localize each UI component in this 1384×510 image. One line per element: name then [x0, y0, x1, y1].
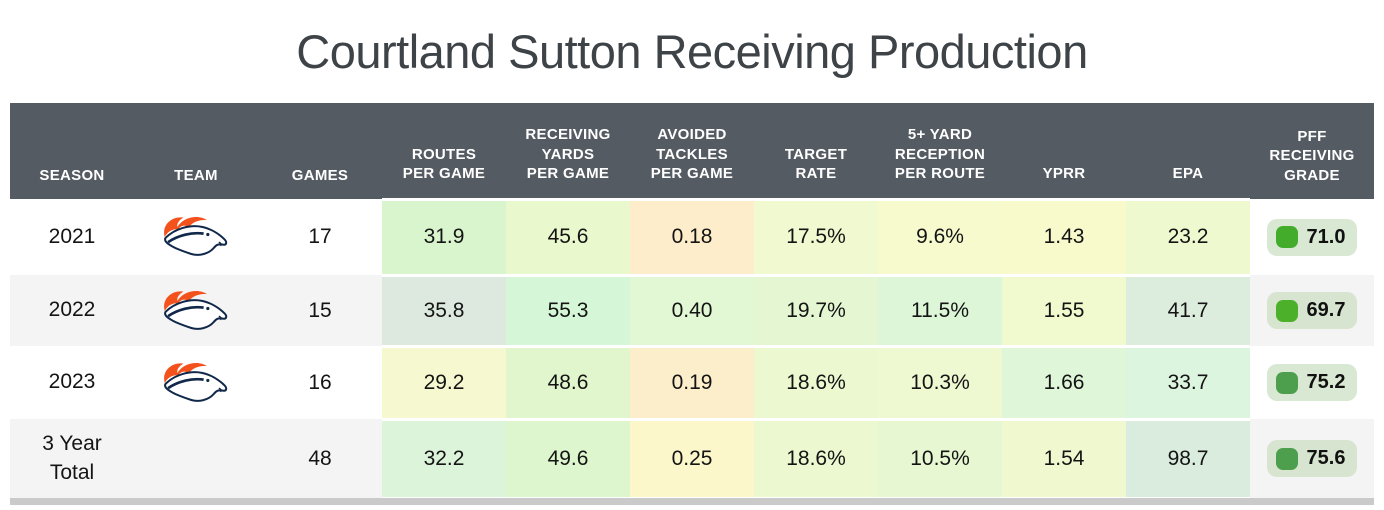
- metric-cell-target-rate: 18.6%: [754, 417, 878, 500]
- metric-cell-yprr: 1.66: [1002, 344, 1126, 421]
- table-row: 2021 17 31.9 45.6 0.18 17.5% 9.6% 1.43: [10, 197, 1374, 277]
- grade-color-square-icon: [1275, 299, 1298, 322]
- grade-color-square-icon: [1275, 371, 1298, 394]
- metric-cell-5plus-yard-reception-per-route: 10.3%: [878, 344, 1002, 421]
- table-body: 2021 17 31.9 45.6 0.18 17.5% 9.6% 1.43: [10, 197, 1374, 500]
- col-header-epa: EPA: [1126, 103, 1250, 199]
- table-header: SEASON TEAM GAMES ROUTES PER GAME RECEIV…: [10, 103, 1374, 199]
- metric-cell-receiving-yards-per-game: 45.6: [506, 197, 630, 277]
- metric-cell-5plus-yard-reception-per-route: 10.5%: [878, 417, 1002, 500]
- col-header-target-rate: TARGET RATE: [754, 103, 878, 199]
- team-cell: [134, 419, 258, 498]
- horizontal-scrollbar[interactable]: [10, 498, 1374, 505]
- games-cell: 48: [258, 419, 382, 498]
- col-header-pff-receiving-grade: PFF RECEIVING GRADE: [1250, 103, 1374, 199]
- broncos-horse-logo-icon: [164, 362, 228, 402]
- metric-cell-5plus-yard-reception-per-route: 11.5%: [878, 273, 1002, 348]
- metric-cell-avoided-tackles-per-game: 0.25: [630, 417, 754, 500]
- col-header-games: GAMES: [258, 103, 382, 199]
- metric-cell-routes-per-game: 31.9: [382, 197, 506, 277]
- pff-grade-cell: 71.0: [1250, 199, 1374, 275]
- table-row: 2022 15 35.8 55.3 0.40 19.7% 11.5% 1.55: [10, 273, 1374, 348]
- metric-cell-epa: 33.7: [1126, 344, 1250, 421]
- metric-cell-epa: 41.7: [1126, 273, 1250, 348]
- team-cell: [134, 275, 258, 346]
- metric-cell-routes-per-game: 32.2: [382, 417, 506, 500]
- metric-cell-avoided-tackles-per-game: 0.18: [630, 197, 754, 277]
- metric-cell-routes-per-game: 35.8: [382, 273, 506, 348]
- metric-cell-yprr: 1.43: [1002, 197, 1126, 277]
- season-cell: 2023: [10, 346, 134, 419]
- page-title: Courtland Sutton Receiving Production: [296, 25, 1088, 78]
- table-row: 2023 16 29.2 48.6 0.19 18.6% 10.3% 1.66: [10, 344, 1374, 421]
- grade-value: 71.0: [1306, 225, 1346, 248]
- games-cell: 17: [258, 199, 382, 275]
- pff-grade-badge: 69.7: [1266, 292, 1358, 329]
- grade-value: 69.7: [1306, 299, 1346, 321]
- season-cell: 2021: [10, 199, 134, 275]
- games-cell: 15: [258, 275, 382, 346]
- broncos-horse-logo-icon: [164, 290, 228, 330]
- col-header-5plus-yard-reception-per-route: 5+ YARD RECEPTION PER ROUTE: [878, 103, 1002, 199]
- metric-cell-avoided-tackles-per-game: 0.40: [630, 273, 754, 348]
- metric-cell-yprr: 1.54: [1002, 417, 1126, 500]
- season-cell: 2022: [10, 275, 134, 346]
- pff-grade-cell: 75.6: [1250, 419, 1374, 498]
- team-cell: [134, 199, 258, 275]
- col-header-avoided-tackles-per-game: AVOIDED TACKLES PER GAME: [630, 103, 754, 199]
- pff-grade-cell: 69.7: [1250, 275, 1374, 346]
- metric-cell-receiving-yards-per-game: 55.3: [506, 273, 630, 348]
- metric-cell-routes-per-game: 29.2: [382, 344, 506, 421]
- metric-cell-receiving-yards-per-game: 48.6: [506, 344, 630, 421]
- metric-cell-avoided-tackles-per-game: 0.19: [630, 344, 754, 421]
- metric-cell-epa: 23.2: [1126, 197, 1250, 277]
- grade-color-square-icon: [1275, 226, 1298, 248]
- grade-value: 75.6: [1306, 447, 1346, 469]
- stats-table-container: SEASON TEAM GAMES ROUTES PER GAME RECEIV…: [10, 103, 1374, 500]
- stats-table: SEASON TEAM GAMES ROUTES PER GAME RECEIV…: [10, 103, 1374, 500]
- games-cell: 16: [258, 346, 382, 419]
- pff-grade-badge: 71.0: [1266, 218, 1358, 256]
- pff-grade-badge: 75.2: [1266, 364, 1358, 401]
- pff-grade-badge: 75.6: [1266, 440, 1358, 477]
- metric-cell-5plus-yard-reception-per-route: 9.6%: [878, 197, 1002, 277]
- team-cell: [134, 346, 258, 419]
- metric-cell-receiving-yards-per-game: 49.6: [506, 417, 630, 500]
- col-header-season: SEASON: [10, 103, 134, 199]
- grade-color-square-icon: [1275, 447, 1298, 470]
- metric-cell-target-rate: 18.6%: [754, 344, 878, 421]
- metric-cell-target-rate: 19.7%: [754, 273, 878, 348]
- metric-cell-target-rate: 17.5%: [754, 197, 878, 277]
- col-header-yprr: YPRR: [1002, 103, 1126, 199]
- metric-cell-epa: 98.7: [1126, 417, 1250, 500]
- pff-grade-cell: 75.2: [1250, 346, 1374, 419]
- broncos-horse-logo-icon: [164, 216, 228, 256]
- metric-cell-yprr: 1.55: [1002, 273, 1126, 348]
- grade-value: 75.2: [1306, 371, 1346, 393]
- table-row: 3 Year Total 48 32.2 49.6 0.25 18.6% 10.…: [10, 417, 1374, 500]
- col-header-receiving-yards-per-game: RECEIVING YARDS PER GAME: [506, 103, 630, 199]
- col-header-routes-per-game: ROUTES PER GAME: [382, 103, 506, 199]
- season-cell: 3 Year Total: [10, 419, 134, 498]
- col-header-team: TEAM: [134, 103, 258, 199]
